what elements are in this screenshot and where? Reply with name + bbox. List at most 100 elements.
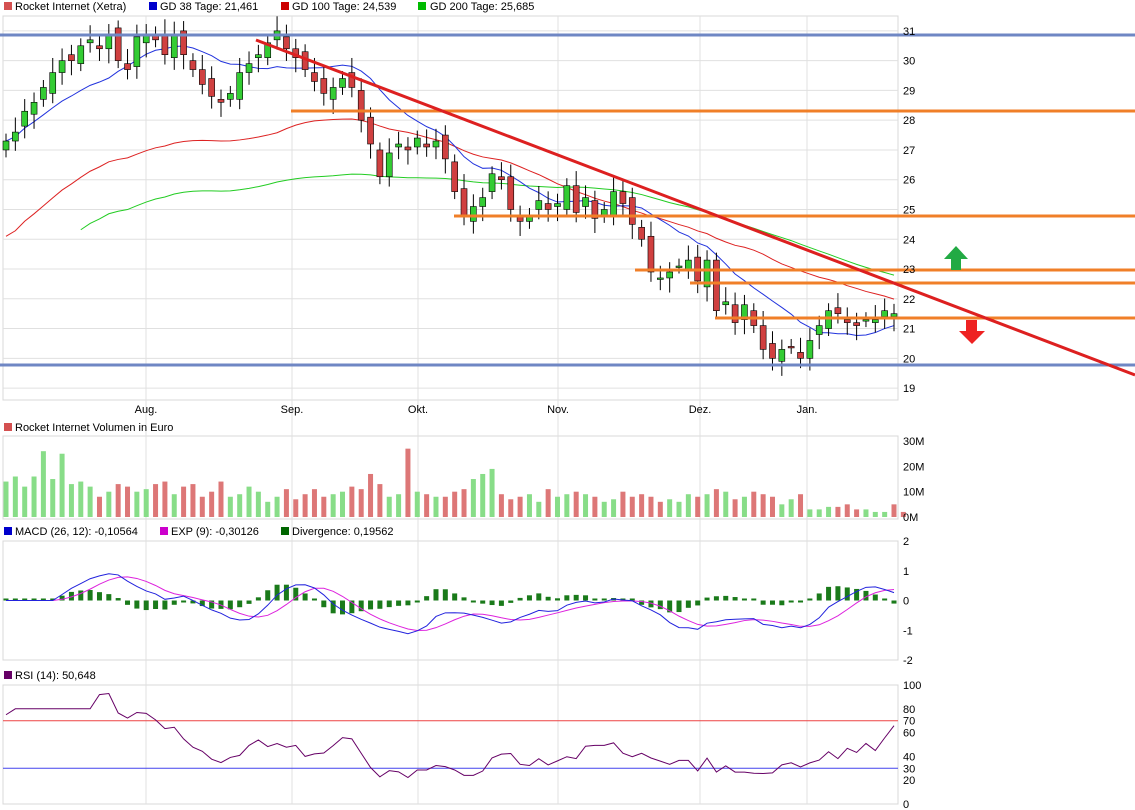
legend-label-macd: MACD (26, 12): -0,10564	[15, 526, 138, 538]
volume-bar	[741, 496, 747, 517]
volume-bar	[573, 491, 579, 517]
volume-bar	[59, 453, 65, 517]
candle-body	[787, 346, 795, 349]
candle-body	[12, 131, 19, 142]
divergence-bar	[629, 598, 635, 601]
volume-tick-label: 10M	[903, 487, 924, 499]
candle-body	[544, 203, 552, 210]
legend-swatch-gd200	[418, 2, 426, 10]
candle-body	[339, 78, 346, 88]
x-tick-label: Okt.	[408, 404, 428, 416]
divergence-bar	[798, 600, 804, 603]
legend-label-gd200: GD 200 Tage: 25,685	[430, 1, 534, 13]
rsi-layer	[3, 692, 898, 779]
candle-body	[470, 206, 477, 222]
divergence-bar	[143, 600, 149, 611]
candle-body	[825, 310, 832, 329]
candle-body	[255, 54, 262, 58]
divergence-bar	[498, 600, 504, 606]
volume-bar	[199, 496, 205, 517]
candle-body	[591, 200, 599, 219]
candle-body	[413, 137, 421, 148]
candle-body	[68, 54, 75, 61]
candle-body	[161, 33, 169, 55]
volume-bar	[265, 501, 271, 517]
divergence-bar	[639, 600, 645, 605]
candle-body	[834, 307, 842, 314]
divergence-bar	[779, 600, 785, 606]
volume-bar	[125, 486, 131, 517]
divergence-bar	[601, 598, 607, 601]
volume-bar	[68, 484, 74, 517]
volume-bar	[760, 494, 766, 517]
candle-body	[311, 72, 318, 82]
divergence-bar	[274, 584, 280, 601]
candle-body	[778, 349, 786, 362]
volume-bar	[3, 481, 9, 517]
y-tick-label: 31	[903, 26, 915, 38]
divergence-bar	[863, 590, 869, 601]
rsi-tick-label: 60	[903, 728, 915, 740]
divergence-bar	[760, 600, 766, 605]
candle-body	[675, 265, 683, 268]
candle-body	[890, 313, 898, 317]
candle-body	[853, 322, 860, 326]
candle-body	[881, 310, 888, 317]
divergence-bar	[816, 593, 822, 601]
volume-tick-label: 0M	[903, 512, 918, 524]
volume-bar	[723, 491, 729, 517]
divergence-bar	[368, 600, 374, 610]
divergence-bar	[237, 600, 243, 608]
price-panel-frame	[2, 15, 899, 401]
y-tick-label: 29	[903, 85, 915, 97]
volume-bar	[321, 496, 327, 517]
volume-bar	[209, 491, 215, 517]
volume-bar	[377, 484, 383, 517]
divergence-bar	[106, 594, 112, 601]
macd-layer	[3, 573, 897, 635]
volume-bar	[545, 489, 551, 517]
volume-bar	[227, 496, 233, 517]
divergence-bar	[517, 597, 523, 601]
volume-bar	[807, 509, 813, 517]
divergence-bar	[3, 598, 9, 601]
divergence-bar	[171, 600, 177, 605]
candle-body	[731, 304, 739, 323]
volume-bar	[162, 481, 168, 517]
volume-bar	[293, 499, 299, 517]
candle-body	[404, 146, 412, 151]
candle-body	[563, 185, 571, 210]
y-tick-label: 25	[903, 204, 915, 216]
gd200-line	[80, 173, 895, 276]
volume-bar	[12, 476, 18, 517]
candle-body	[423, 143, 430, 148]
down-arrow-icon	[959, 320, 985, 344]
divergence-bar	[583, 595, 589, 601]
y-tick-label: 28	[903, 115, 915, 127]
legend-label-gd38: GD 38 Tage: 21,461	[160, 1, 258, 13]
volume-bar	[190, 484, 196, 517]
divergence-bar	[40, 598, 46, 601]
divergence-bar	[592, 598, 598, 601]
candle-body	[264, 42, 272, 58]
volume-bar	[872, 511, 878, 517]
volume-bar	[629, 496, 635, 517]
volume-bar	[237, 494, 243, 517]
volume-bar	[676, 501, 682, 517]
grid-layer	[3, 16, 898, 804]
candle-body	[395, 143, 402, 148]
divergence-bar	[526, 595, 532, 601]
volume-bar	[816, 509, 822, 517]
rsi-tick-label: 70	[903, 716, 915, 728]
volume-bar	[480, 473, 486, 517]
candle-body	[30, 102, 38, 115]
candle-body	[685, 259, 692, 270]
divergence-bar	[667, 600, 673, 613]
macd-tick-label: 0	[903, 596, 909, 608]
rsi-tick-label: 80	[903, 704, 915, 716]
candle-body	[21, 110, 28, 127]
candle-body	[227, 93, 234, 100]
legend-label-exp: EXP (9): -0,30126	[171, 526, 259, 538]
candle-body	[741, 304, 748, 320]
divergence-bar	[657, 600, 663, 610]
